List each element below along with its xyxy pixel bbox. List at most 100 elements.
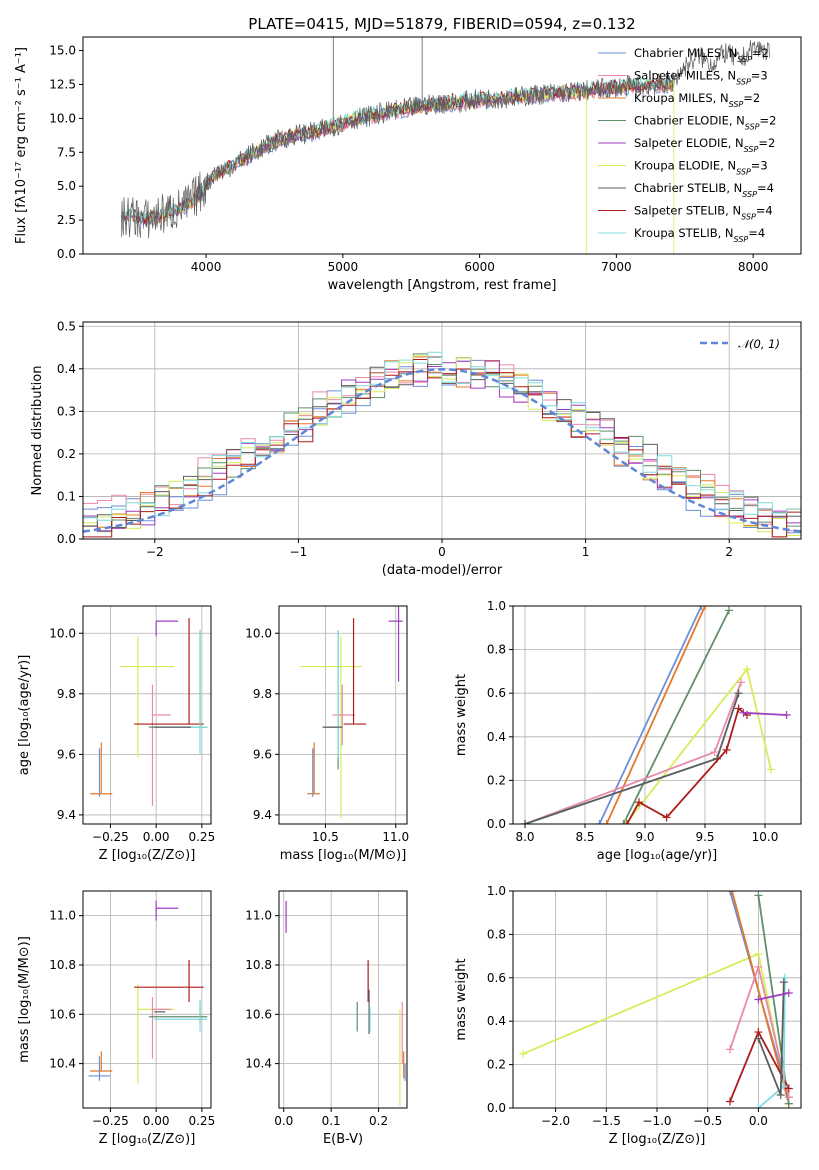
marker-salpeter_stelib: [722, 745, 731, 754]
marker-salpeter_stelib: [784, 1084, 793, 1093]
mass_vs_z-xlabel: Z [log₁₀(Z/Z⊙)]: [99, 1132, 196, 1147]
marker-chabrier_miles: [726, 891, 735, 895]
x-tick-label: 5000: [328, 260, 359, 274]
x-tick-label: 0.25: [188, 1114, 215, 1128]
x-tick-label: 4000: [191, 260, 222, 274]
legend-label: Kroupa STELIB, NSSP=4: [634, 226, 765, 244]
y-tick-label: 9.6: [253, 747, 272, 761]
mass_vs_z-ylabel: mass [log₁₀(M/M⊙)]: [17, 936, 32, 1063]
gauss-legend-label: 𝒩(0, 1): [738, 337, 780, 351]
spectrum-frame: [82, 36, 802, 255]
x-tick-label: −2.0: [541, 1114, 570, 1128]
series-salpeter_elodie: [758, 992, 789, 1001]
marker-chabrier_stelib: [734, 689, 743, 698]
y-tick-label: 0.2: [487, 773, 506, 787]
marker-kroupa_elodie: [519, 1049, 528, 1058]
marker-chabrier_stelib: [521, 820, 529, 824]
y-tick-label: 11.0: [245, 909, 272, 923]
marker-salpeter_miles: [726, 1045, 735, 1054]
mass_vs_z-axes: −0.25 0.00 0.25 10.4 10.6 10.8 11.0: [49, 891, 215, 1128]
y-tick-label: 10.8: [245, 958, 272, 972]
y-tick-label: 5.0: [57, 179, 76, 193]
age_vs_z-ylabel: age [log₁₀(age/yr)]: [17, 655, 32, 776]
y-tick-label: 2.5: [57, 213, 76, 227]
x-tick-label: 10.5: [312, 830, 339, 844]
y-tick-label: 0.0: [487, 1101, 506, 1115]
marker-chabrier_stelib: [776, 1090, 785, 1099]
x-tick-label: 0: [438, 545, 446, 559]
x-tick-label: −0.25: [92, 830, 129, 844]
marker-salpeter_elodie: [739, 708, 748, 717]
mass_vs_z-points: [88, 900, 208, 1084]
age_vs_z-axes: −0.25 0.00 0.25 9.4 9.6 9.8 10.0: [49, 606, 215, 844]
x-tick-label: 6000: [464, 260, 495, 274]
y-tick-label: 0.2: [57, 447, 76, 461]
hist-ylabel: Normed distribution: [30, 366, 45, 496]
x-tick-label: 0.25: [188, 830, 215, 844]
y-tick-label: 0.6: [487, 971, 506, 985]
y-tick-label: 9.6: [57, 747, 76, 761]
weight_vs_z-axes: −2.0 −1.5 −1.0 −0.5 0.0 0.0 0.2 0.4 0.6 0.8 1.0: [487, 884, 801, 1128]
y-tick-label: 0.6: [487, 686, 506, 700]
spectrum-xlabel: wavelength [Angstrom, rest frame]: [328, 278, 557, 293]
marker-chabrier_elodie: [619, 820, 628, 824]
y-tick-label: 0.5: [57, 319, 76, 333]
weight_vs_z-series: [519, 891, 793, 1108]
x-tick-label: 2: [725, 545, 733, 559]
series-chabrier_miles: [598, 606, 703, 824]
y-tick-label: 0.0: [57, 247, 76, 261]
series-chabrier_stelib: [524, 692, 740, 824]
y-tick-label: 9.4: [57, 808, 76, 822]
x-tick-label: −0.5: [693, 1114, 722, 1128]
marker-kroupa_elodie: [754, 949, 763, 958]
mass_vs_ebv-frame: [278, 890, 408, 1109]
marker-chabrier_elodie: [725, 606, 733, 615]
y-tick-label: 0.4: [487, 1014, 506, 1028]
model-line-kroupa_stelib: [120, 73, 674, 223]
marker-salpeter_elodie: [784, 988, 793, 997]
residuals-axes: −2 −1 0 1 2 0.0 0.1 0.2 0.3 0.4 0.5: [57, 319, 801, 559]
x-tick-label: 9.0: [635, 830, 654, 844]
x-tick-label: 0.1: [322, 1114, 341, 1128]
x-tick-label: 8.5: [575, 830, 594, 844]
marker-chabrier_miles: [697, 606, 706, 610]
marker-kroupa_elodie: [743, 665, 751, 674]
marker-salpeter_stelib: [726, 1097, 735, 1106]
series-kroupa_elodie: [625, 667, 772, 824]
x-tick-label: 8.0: [515, 830, 534, 844]
y-tick-label: 9.8: [57, 687, 76, 701]
hist-kroupa_stelib: [83, 351, 801, 521]
weight_vs_age-axes: 8.0 8.5 9.0 9.5 10.0 0.0 0.2 0.4 0.6 0.8 1.0: [487, 599, 801, 844]
age_vs_mass-frame: [278, 605, 408, 825]
hist-xlabel: (data-model)/error: [382, 563, 503, 578]
y-tick-label: 10.8: [49, 958, 76, 972]
marker-kroupa_miles: [602, 820, 611, 824]
x-tick-label: 10.0: [752, 830, 779, 844]
spectrum-axes: 4000 5000 6000 7000 8000 0.0 2.5 5.0 7.5 10.0 12.5…: [49, 44, 768, 274]
x-tick-label: 7000: [601, 260, 632, 274]
marker-salpeter_miles: [754, 962, 763, 971]
marker-salpeter_stelib: [662, 813, 671, 822]
y-tick-label: 10.0: [49, 626, 76, 640]
y-tick-label: 7.5: [57, 145, 76, 159]
y-tick-label: 12.5: [49, 77, 76, 91]
weight_vs_age-frame: [512, 605, 802, 825]
legend-label: Salpeter ELODIE, NSSP=2: [634, 136, 775, 154]
spectrum-title: PLATE=0415, MJD=51879, FIBERID=0594, z=0…: [248, 15, 635, 33]
x-tick-label: 0.00: [143, 830, 170, 844]
y-tick-label: 15.0: [49, 44, 76, 58]
y-tick-label: 0.2: [487, 1058, 506, 1072]
x-tick-label: 0.00: [143, 1114, 170, 1128]
histograms: [83, 351, 801, 538]
x-tick-label: 1: [582, 545, 590, 559]
marker-salpeter_stelib: [734, 704, 743, 713]
legend-label: Kroupa ELODIE, NSSP=3: [634, 159, 768, 177]
series-salpeter_stelib: [626, 706, 748, 824]
x-tick-label: −1.5: [592, 1114, 621, 1128]
marker-chabrier_miles: [595, 820, 604, 824]
x-tick-label: 9.5: [695, 830, 714, 844]
age_vs_mass-xlabel: mass [log₁₀(M/M⊙)]: [280, 848, 407, 863]
x-tick-label: −2: [146, 545, 164, 559]
marker-chabrier_elodie: [754, 891, 763, 900]
